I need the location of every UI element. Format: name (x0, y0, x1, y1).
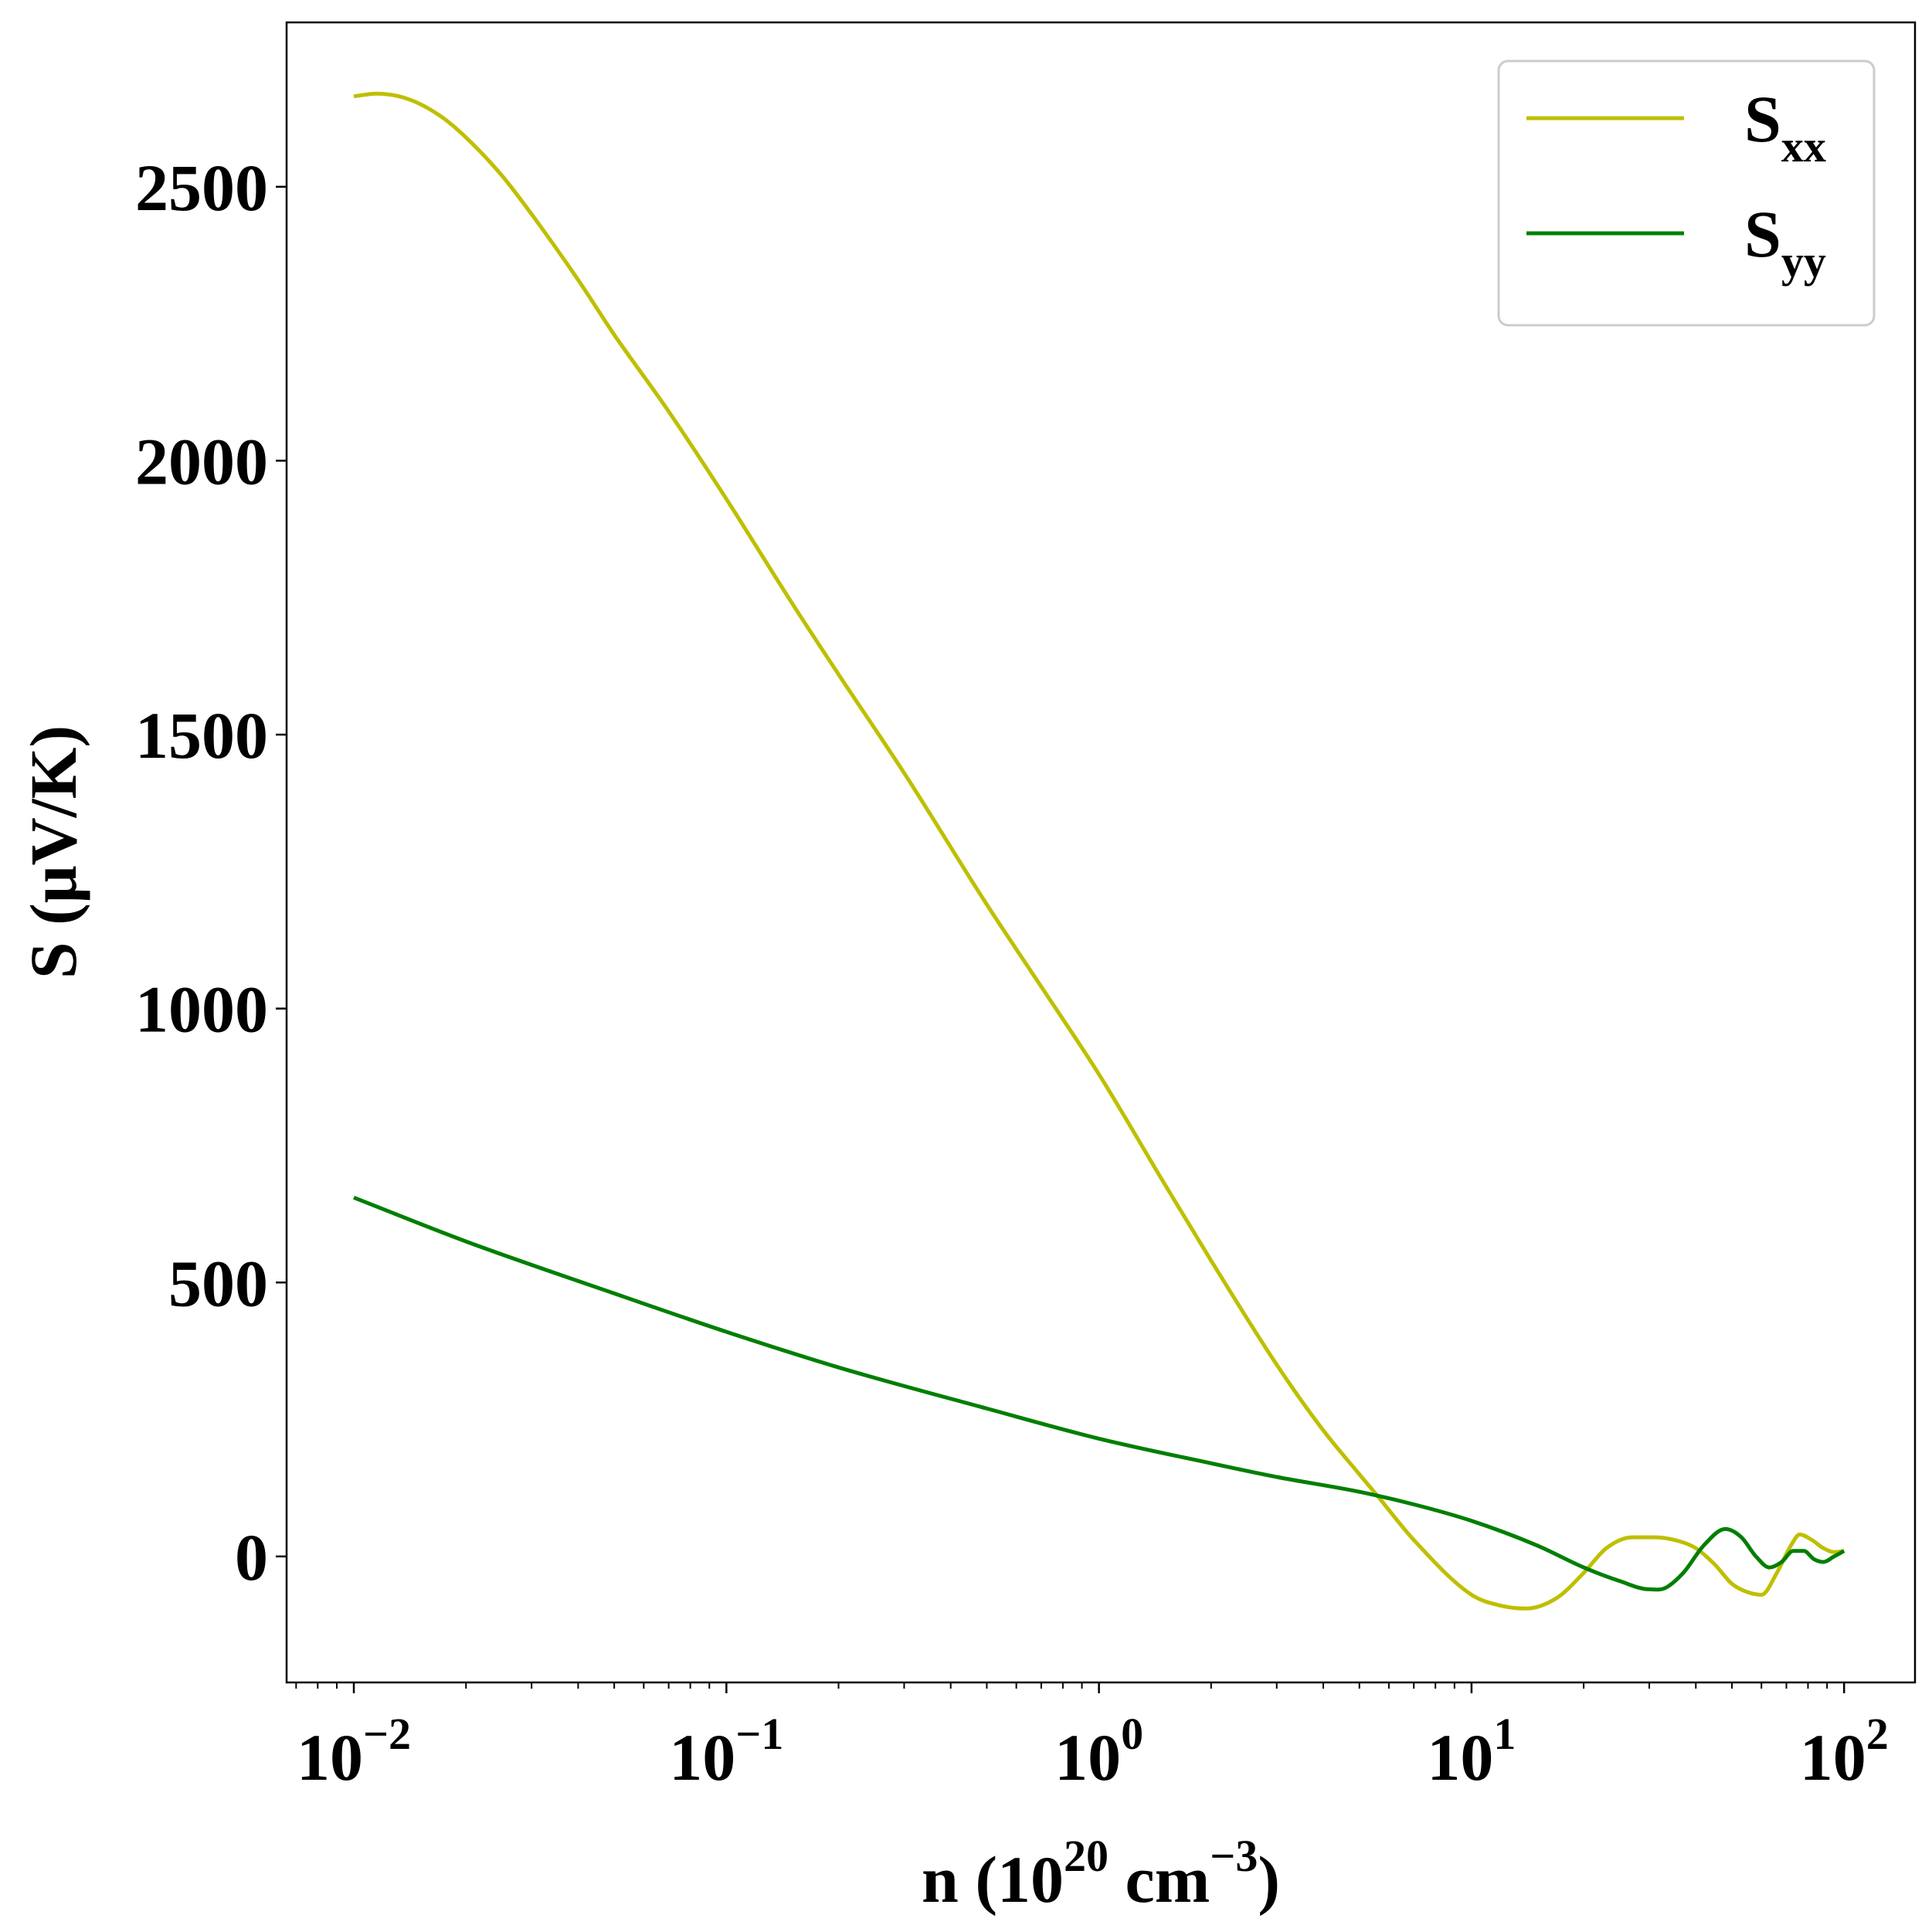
y-axis-title: S (μV/K) (16, 725, 90, 979)
legend: Sxx Syy (1497, 59, 1876, 327)
series-line-xx (353, 91, 1845, 1611)
y-tick-label: 500 (168, 1246, 268, 1320)
series-layer (353, 91, 1845, 1611)
legend-frame (1497, 59, 1876, 327)
x-axis-title-sup1: 20 (1064, 1831, 1109, 1881)
x-axis-title-mid: cm (1109, 1842, 1210, 1917)
x-tick-label: 10−1 (669, 1709, 783, 1794)
plot-frame (285, 21, 1917, 1684)
y-tick-label: 2500 (135, 151, 268, 225)
x-tick-label: 100 (1054, 1709, 1143, 1794)
x-axis-title-base: n (10 (922, 1842, 1064, 1917)
x-tick-label: 102 (1800, 1709, 1889, 1794)
x-minor-ticks (295, 1682, 1828, 1689)
x-axis-ticks: 10−2 10−1 100 101 102 (297, 1682, 1889, 1794)
x-axis-title-sup2: −3 (1210, 1831, 1258, 1881)
legend-label-sxx: Sxx (1744, 82, 1826, 171)
y-tick-label: 1000 (135, 973, 268, 1047)
legend-label-syy: Syy (1744, 197, 1826, 287)
y-tick-label: 0 (235, 1520, 268, 1594)
x-axis-title-end: ) (1258, 1842, 1280, 1917)
y-tick-label: 2000 (135, 424, 268, 498)
series-line-yy (353, 1195, 1845, 1592)
x-tick-label: 10−2 (297, 1709, 411, 1794)
y-tick-label: 1500 (135, 698, 268, 772)
y-axis-ticks: 0 500 1000 1500 2000 2500 (135, 151, 287, 1594)
x-axis-title: n (1020 cm−3) (922, 1831, 1280, 1917)
x-tick-label: 101 (1427, 1709, 1516, 1794)
